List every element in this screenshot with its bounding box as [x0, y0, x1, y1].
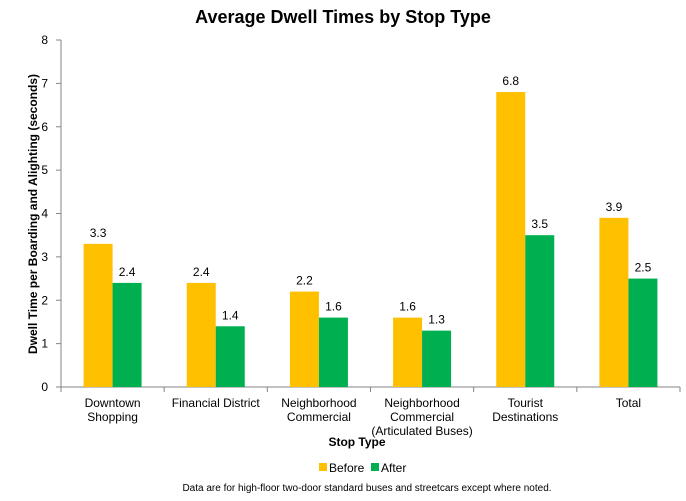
- data-label: 3.3: [90, 226, 107, 240]
- data-label: 3.9: [606, 200, 623, 214]
- legend: Before After: [319, 461, 406, 475]
- bar-after: [422, 330, 452, 387]
- data-label: 2.4: [119, 265, 136, 279]
- legend-label-before: Before: [329, 461, 365, 475]
- category-label: Tourist Destinations: [492, 396, 558, 424]
- category-label-line: Total: [616, 396, 641, 410]
- y-tick-label: 8: [41, 33, 48, 47]
- y-tick-label: 5: [41, 163, 48, 177]
- chart-title: Average Dwell Times by Stop Type: [195, 7, 491, 27]
- bar-before: [599, 217, 629, 387]
- data-label: 1.4: [222, 308, 239, 322]
- category-label: Total: [616, 396, 641, 410]
- axes: 0 1 2 3 4 5 6 7 8: [41, 33, 681, 394]
- category-label-line: Neighborhood: [281, 396, 356, 410]
- footnote: Data are for high-floor two-door standar…: [182, 483, 551, 494]
- category-label-line: (Articulated Buses): [371, 424, 472, 438]
- y-tick-label: 0: [41, 380, 48, 394]
- bars: [83, 92, 658, 388]
- data-labels: 3.3 2.4 2.4 1.4 2.2 1.6 1.6 1.3 6.8 3.5 3.9 2.5: [90, 74, 652, 327]
- category-label-line: Shopping: [87, 410, 138, 424]
- data-label: 6.8: [502, 74, 519, 88]
- data-label: 2.5: [635, 261, 652, 275]
- y-tick-label: 1: [41, 337, 48, 351]
- category-label: Financial District: [172, 396, 261, 410]
- bar-after: [215, 326, 245, 387]
- category-label-line: Tourist: [508, 396, 544, 410]
- bar-after: [112, 282, 142, 387]
- category-label-line: Neighborhood: [384, 396, 459, 410]
- data-label: 3.5: [531, 217, 548, 231]
- data-label: 1.3: [428, 313, 445, 327]
- legend-swatch-before: [319, 463, 327, 471]
- data-label: 2.2: [296, 274, 313, 288]
- bar-after: [318, 317, 348, 387]
- category-label-line: Financial District: [172, 396, 261, 410]
- category-label: Neighborhood Commercial: [281, 396, 356, 424]
- data-label: 2.4: [193, 265, 210, 279]
- category-label-line: Commercial: [390, 410, 454, 424]
- category-label: Downtown Shopping: [85, 396, 141, 424]
- bar-before: [186, 282, 216, 387]
- legend-label-after: After: [381, 461, 406, 475]
- category-label-line: Destinations: [492, 410, 558, 424]
- y-tick-label: 7: [41, 76, 48, 90]
- x-axis-label: Stop Type: [328, 435, 385, 449]
- y-axis-label: Dwell Time per Boarding and Alighting (s…: [26, 74, 40, 354]
- bar-after: [628, 278, 658, 387]
- legend-swatch-after: [371, 463, 379, 471]
- y-tick-label: 3: [41, 250, 48, 264]
- bar-before: [83, 243, 113, 387]
- y-tick-label: 2: [41, 293, 48, 307]
- category-label-line: Downtown: [85, 396, 141, 410]
- data-label: 1.6: [399, 300, 416, 314]
- y-tick-label: 6: [41, 120, 48, 134]
- category-label-line: Commercial: [287, 410, 351, 424]
- bar-after: [525, 235, 555, 387]
- data-label: 1.6: [325, 300, 342, 314]
- bar-before: [393, 317, 423, 387]
- category-label: Neighborhood Commercial (Articulated Buses…: [371, 396, 472, 438]
- y-tick-label: 4: [41, 207, 48, 221]
- category-labels: Downtown Shopping Financial District Neighb…: [85, 396, 642, 438]
- bar-before: [496, 92, 526, 388]
- bar-before: [289, 291, 319, 387]
